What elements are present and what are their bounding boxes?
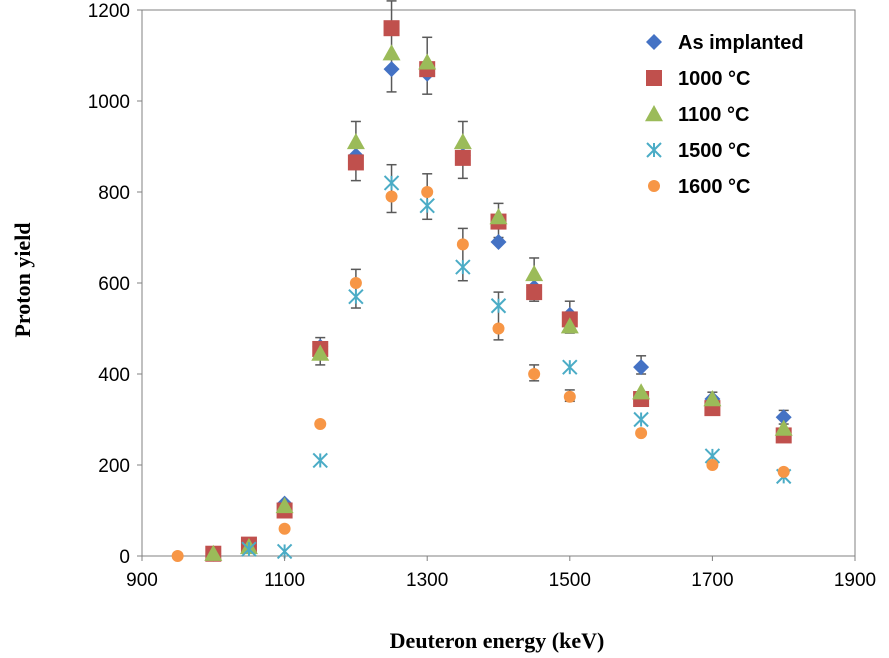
legend: As implanted 1000 °C 1100 °C 1500 °C 1600 °C — [645, 32, 804, 198]
data-point-triangle — [560, 317, 579, 334]
x-tick-label: 1900 — [834, 570, 876, 591]
legend-label: As implanted — [678, 32, 804, 54]
data-point-triangle — [453, 132, 472, 150]
data-point-square — [383, 20, 400, 37]
data-point-star — [633, 411, 649, 428]
plot-area — [141, 9, 856, 557]
x-tick-label: 1500 — [549, 570, 591, 591]
data-point-star — [490, 298, 507, 314]
data-point-square — [526, 284, 543, 301]
data-point-circle — [314, 418, 327, 431]
data-point-circle — [777, 465, 790, 478]
data-point-diamond — [633, 359, 650, 376]
y-tick-label: 600 — [98, 274, 130, 295]
data-point-circle — [171, 550, 184, 562]
data-point-triangle — [489, 208, 508, 225]
legend-label: 1000 °C — [678, 68, 751, 90]
legend-marker-triangle — [645, 105, 663, 122]
data-markers — [171, 20, 793, 562]
x-tick-label: 1300 — [406, 570, 448, 591]
data-point-star — [383, 175, 400, 191]
legend-marker-square — [646, 70, 662, 86]
data-point-triangle — [418, 53, 437, 70]
data-point-triangle — [703, 390, 722, 407]
data-point-circle — [492, 322, 505, 335]
y-tick-label: 0 — [119, 547, 130, 568]
y-tick-label: 400 — [98, 365, 130, 386]
data-point-square — [347, 154, 364, 171]
data-point-triangle — [311, 344, 330, 361]
x-tick-label: 1700 — [691, 570, 733, 591]
y-axis-title: Proton yield — [10, 222, 35, 337]
data-point-circle — [278, 522, 291, 535]
x-tick-label: 900 — [126, 570, 158, 591]
data-point-triangle — [382, 44, 401, 61]
data-point-circle — [421, 186, 434, 198]
data-point-triangle — [632, 383, 651, 400]
data-point-star — [241, 541, 257, 557]
data-point-star — [455, 259, 471, 275]
legend-label: 1100 °C — [678, 104, 749, 126]
data-point-diamond — [490, 234, 507, 251]
data-point-circle — [349, 277, 362, 289]
legend-marker-diamond — [646, 34, 662, 50]
legend-label: 1500 °C — [678, 140, 751, 162]
legend-marker-star — [646, 142, 662, 158]
data-point-triangle — [774, 419, 793, 436]
legend-marker-circle — [648, 180, 660, 192]
data-point-circle — [528, 368, 541, 380]
x-axis-ticks: 900 1100 1300 1500 1700 1900 — [126, 556, 876, 591]
y-tick-label: 800 — [98, 183, 130, 204]
data-point-diamond — [775, 409, 792, 426]
data-point-circle — [456, 238, 469, 251]
legend-label: 1600 °C — [678, 176, 751, 198]
data-point-diamond — [383, 61, 400, 78]
data-point-triangle — [275, 496, 294, 514]
data-point-square — [454, 149, 471, 166]
data-point-circle — [635, 427, 648, 440]
data-point-circle — [385, 190, 398, 203]
y-tick-label: 1200 — [88, 1, 130, 22]
x-tick-label: 1100 — [264, 570, 305, 591]
data-point-star — [419, 197, 435, 214]
data-point-triangle — [346, 132, 365, 150]
y-tick-label: 200 — [98, 456, 130, 477]
x-axis-title: Deuteron energy (keV) — [390, 628, 605, 653]
data-point-star — [562, 359, 578, 375]
y-axis-ticks: 0 200 400 600 800 1000 1200 — [88, 1, 142, 568]
data-point-triangle — [525, 264, 544, 282]
data-point-circle — [706, 459, 719, 471]
data-point-star — [312, 452, 328, 469]
data-point-star — [348, 288, 364, 305]
data-point-triangle — [204, 544, 223, 561]
data-point-circle — [563, 390, 576, 403]
y-tick-label: 1000 — [88, 92, 130, 113]
